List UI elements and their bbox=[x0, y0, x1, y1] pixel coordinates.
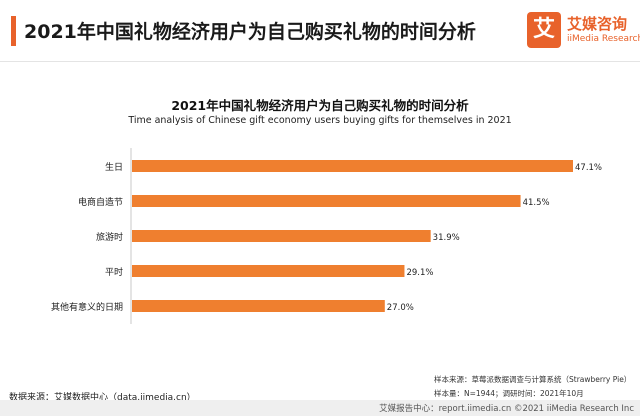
category-label: 平时 bbox=[105, 266, 123, 278]
iimedia-logo: 艾 艾媒咨询 iiMedia Research bbox=[527, 12, 640, 52]
chart-subtitle: Time analysis of Chinese gift economy us… bbox=[128, 115, 512, 126]
logo-mark-icon: 艾 bbox=[527, 12, 561, 48]
value-label: 47.1% bbox=[575, 163, 602, 173]
value-label: 31.9% bbox=[433, 233, 460, 243]
bar bbox=[132, 230, 431, 242]
bar-chart: 生日 47.1% 电商自造节 41.5% 旅游时 31.9% 平时 29.1% 其他有意义的日期… bbox=[51, 148, 602, 324]
chart-title: 2021年中国礼物经济用户为自己购买礼物的时间分析 bbox=[171, 98, 469, 113]
bar bbox=[132, 265, 405, 277]
header: 2021年中国礼物经济用户为自己购买礼物的时间分析 艾 艾媒咨询 iiMedia… bbox=[0, 0, 640, 62]
logo-cn-text: 艾媒咨询 bbox=[567, 15, 628, 33]
data-source: 数据来源：艾媒数据中心（data.iimedia.cn） bbox=[9, 393, 196, 403]
value-label: 41.5% bbox=[523, 198, 550, 208]
sample-info-note: 样本量：N=1944；调研时间：2021年10月 bbox=[434, 389, 584, 398]
bar bbox=[132, 195, 521, 207]
footer-bar: 艾媒报告中心：report.iimedia.cn ©2021 iiMedia R… bbox=[0, 400, 640, 416]
value-label: 29.1% bbox=[406, 268, 433, 278]
bar bbox=[132, 160, 573, 172]
page-title: 2021年中国礼物经济用户为自己购买礼物的时间分析 bbox=[24, 21, 476, 43]
header-divider bbox=[0, 61, 640, 62]
logo-en-text: iiMedia Research bbox=[567, 34, 640, 44]
sample-source-note: 样本来源：草莓派数据调查与计算系统（Strawberry Pie） bbox=[434, 375, 632, 384]
title-accent-bar bbox=[11, 16, 16, 46]
category-label: 其他有意义的日期 bbox=[51, 301, 123, 313]
bar bbox=[132, 300, 385, 312]
value-label: 27.0% bbox=[387, 303, 414, 313]
category-label: 电商自造节 bbox=[78, 196, 123, 208]
category-label: 生日 bbox=[105, 161, 123, 173]
sample-notes: 样本来源：草莓派数据调查与计算系统（Strawberry Pie） 样本量：N=… bbox=[434, 373, 632, 401]
footer-text: 艾媒报告中心：report.iimedia.cn ©2021 iiMedia R… bbox=[379, 404, 634, 414]
category-label: 旅游时 bbox=[96, 231, 123, 243]
